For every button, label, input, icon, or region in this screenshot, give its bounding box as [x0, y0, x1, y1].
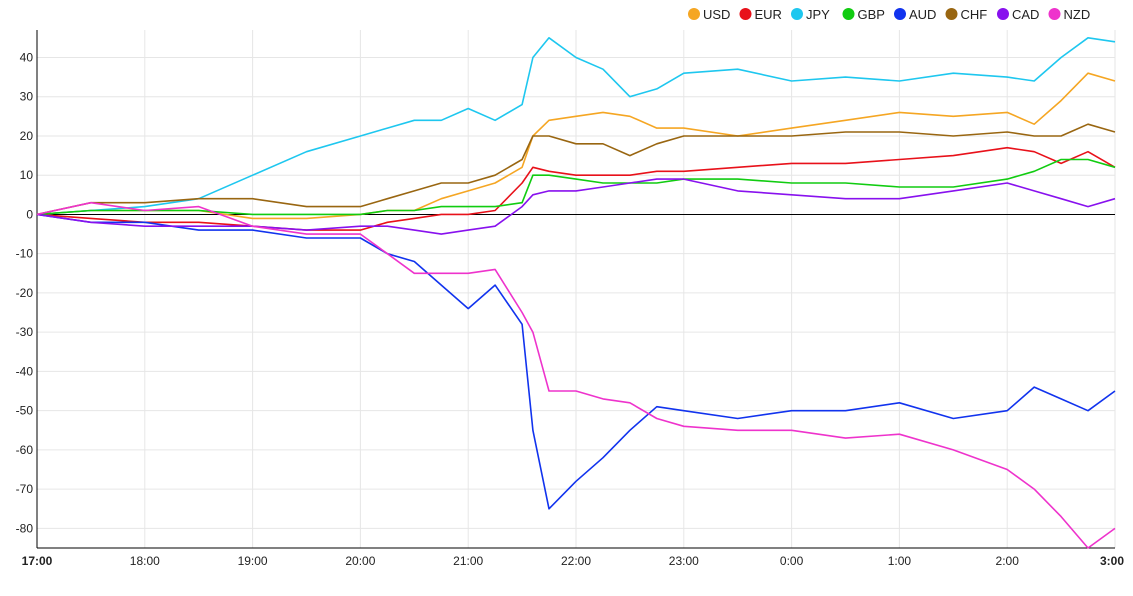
series-lines: [36, 36, 1116, 549]
y-tick-label: 30: [20, 90, 34, 104]
legend-swatch: [688, 8, 700, 20]
legend-label: GBP: [858, 7, 885, 22]
x-tick-label: 17:00: [22, 554, 53, 568]
y-tick-label: 10: [20, 168, 34, 182]
legend-swatch: [945, 8, 958, 20]
x-tick-label: 21:00: [453, 554, 483, 568]
legend-item-usd[interactable]: USD: [688, 7, 730, 22]
x-tick-label: 0:00: [780, 554, 804, 568]
y-tick-label: 40: [20, 50, 34, 64]
legend-label: EUR: [755, 7, 782, 22]
x-tick-labels: 17:00 18:00 19:00 20:00 21:00 22:00 23:00 0:00 1…: [22, 554, 1125, 568]
y-tick-label: -20: [16, 286, 34, 300]
y-tick-label: -10: [16, 247, 34, 261]
legend-label: CAD: [1012, 7, 1039, 22]
legend-item-chf[interactable]: CHF: [945, 7, 988, 22]
legend-item-nzd[interactable]: NZD: [1048, 7, 1091, 22]
x-tick-label: 2:00: [996, 554, 1020, 568]
y-tick-labels: 40 30 20 10 0 -10 -20 -30 -40 -50 -60 -70 -80: [16, 50, 34, 535]
legend-swatch: [791, 8, 803, 20]
y-tick-label: -60: [16, 443, 34, 457]
y-tick-label: 20: [20, 129, 34, 143]
legend-swatch: [842, 8, 855, 20]
legend-item-gbp[interactable]: GBP: [842, 7, 885, 22]
x-tick-label: 20:00: [345, 554, 375, 568]
series-line-cad: [36, 178, 1116, 235]
grid: [36, 30, 1116, 548]
y-tick-label: -80: [16, 521, 34, 535]
x-tick-label: 19:00: [238, 554, 268, 568]
y-tick-label: -40: [16, 364, 34, 378]
series-line-chf: [36, 123, 1116, 216]
x-tick-label: 22:00: [561, 554, 591, 568]
y-tick-label: -30: [16, 325, 34, 339]
y-tick-label: 0: [26, 207, 33, 221]
legend: USD EUR JPY GBP AUD CHF CAD NZD: [688, 7, 1090, 22]
legend-swatch: [894, 8, 906, 20]
x-tick-label: 3:00: [1100, 554, 1124, 568]
series-line-nzd: [36, 201, 1116, 549]
series-line-gbp: [36, 158, 1116, 216]
legend-item-eur[interactable]: EUR: [739, 7, 782, 22]
series-line-jpy: [36, 36, 1116, 216]
y-tick-label: -70: [16, 482, 34, 496]
axes: [36, 30, 1115, 549]
y-tick-label: -50: [16, 404, 34, 418]
series-line-aud: [36, 213, 1116, 510]
x-tick-label: 18:00: [130, 554, 160, 568]
legend-label: AUD: [909, 7, 936, 22]
legend-item-jpy[interactable]: JPY: [791, 7, 830, 22]
x-tick-label: 1:00: [888, 554, 912, 568]
legend-label: CHF: [961, 7, 988, 22]
legend-item-cad[interactable]: CAD: [997, 7, 1039, 22]
legend-swatch: [1048, 8, 1061, 20]
legend-swatch: [997, 8, 1009, 20]
legend-label: NZD: [1064, 7, 1091, 22]
legend-item-aud[interactable]: AUD: [894, 7, 936, 22]
legend-swatch: [739, 8, 752, 20]
legend-label: USD: [703, 7, 730, 22]
x-tick-label: 23:00: [669, 554, 699, 568]
series-line-usd: [36, 72, 1116, 220]
legend-label: JPY: [806, 7, 830, 22]
